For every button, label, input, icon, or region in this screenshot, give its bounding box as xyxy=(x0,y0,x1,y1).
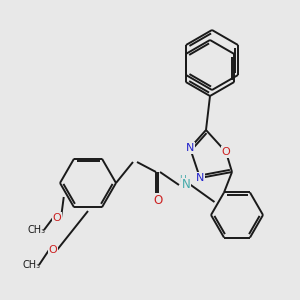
Text: CH₃: CH₃ xyxy=(23,260,41,270)
Text: O: O xyxy=(153,194,163,206)
Text: H: H xyxy=(180,175,186,184)
Text: N: N xyxy=(186,143,194,153)
Text: CH₃: CH₃ xyxy=(28,225,46,235)
Text: O: O xyxy=(49,245,57,255)
Text: N: N xyxy=(196,173,204,183)
Text: O: O xyxy=(222,147,230,157)
Text: O: O xyxy=(52,213,62,223)
Text: N: N xyxy=(182,178,190,191)
